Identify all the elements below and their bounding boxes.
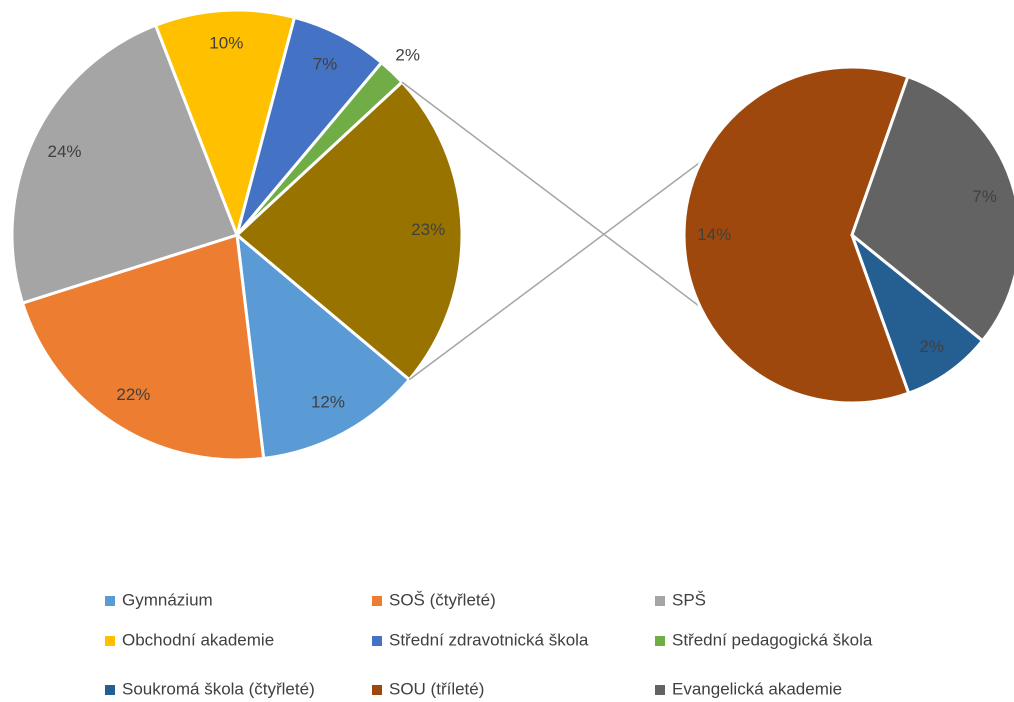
legend-label: Soukromá škola (čtyřleté) <box>122 679 315 698</box>
legend-label: SOŠ (čtyřleté) <box>389 590 496 609</box>
legend-label: SOU (tříleté) <box>389 679 484 698</box>
data-label: 12% <box>311 393 345 412</box>
legend-label: Evangelická akademie <box>672 679 842 698</box>
legend-label: Obchodní akademie <box>122 630 274 649</box>
legend-label: Gymnázium <box>122 590 213 609</box>
legend-swatch <box>655 636 665 646</box>
legend-label: Střední zdravotnická škola <box>389 630 589 649</box>
data-label: 24% <box>48 142 82 161</box>
pie-slice <box>234 80 464 382</box>
pie-slice <box>682 65 911 405</box>
legend-label: Střední pedagogická škola <box>672 630 873 649</box>
pie-slice <box>20 233 266 462</box>
legend-label: SPŠ <box>672 590 706 609</box>
data-label: 22% <box>116 385 150 404</box>
data-label: 2% <box>919 337 944 356</box>
legend-swatch <box>105 596 115 606</box>
legend-swatch <box>372 596 382 606</box>
legend-swatch <box>105 636 115 646</box>
legend-swatch <box>372 685 382 695</box>
data-label: 10% <box>209 34 243 53</box>
data-label: 7% <box>313 55 338 74</box>
pie-slice <box>10 23 239 305</box>
pie-slice <box>848 230 985 396</box>
data-label: 23% <box>411 220 445 239</box>
data-label: 7% <box>972 187 997 206</box>
data-label: 2% <box>395 45 420 64</box>
pie-slice <box>235 231 412 461</box>
legend-swatch <box>655 685 665 695</box>
data-label: 14% <box>697 225 731 244</box>
legend-swatch <box>655 596 665 606</box>
pie-slice <box>153 8 297 240</box>
legend-swatch <box>372 636 382 646</box>
legend-swatch <box>105 685 115 695</box>
